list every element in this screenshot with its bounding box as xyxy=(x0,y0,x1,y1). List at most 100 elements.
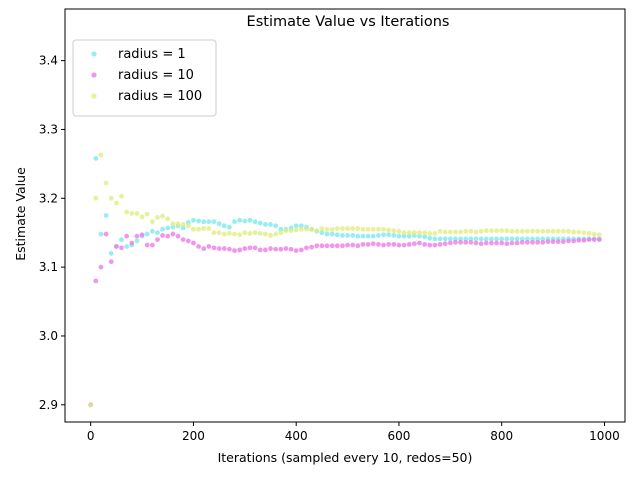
data-point-series-1 xyxy=(180,237,186,242)
data-point-series-2 xyxy=(319,226,325,231)
data-point-series-1 xyxy=(391,242,397,247)
data-point-series-2 xyxy=(170,221,176,227)
data-point-series-1 xyxy=(232,248,237,254)
y-axis-ticks: 2.9 3.0 3.1 3.2 3.3 3.4 xyxy=(39,54,65,412)
data-point-series-0 xyxy=(447,236,453,242)
data-point-series-2 xyxy=(134,211,140,216)
data-point-series-2 xyxy=(103,180,109,186)
data-point-series-0 xyxy=(453,236,458,242)
data-point-series-1 xyxy=(206,244,212,249)
data-point-series-2 xyxy=(273,231,279,237)
data-point-series-2 xyxy=(232,231,237,237)
x-tick-label: 400 xyxy=(285,429,308,443)
data-point-series-1 xyxy=(247,245,253,251)
data-point-series-1 xyxy=(273,246,279,252)
data-point-series-1 xyxy=(134,233,140,239)
data-point-series-1 xyxy=(499,240,505,246)
data-point-series-0 xyxy=(237,217,243,223)
data-point-series-2 xyxy=(98,152,104,158)
data-point-series-0 xyxy=(504,236,510,242)
data-point-series-0 xyxy=(108,250,114,256)
data-point-series-2 xyxy=(283,228,289,234)
data-point-series-2 xyxy=(340,226,345,231)
data-point-series-0 xyxy=(278,226,284,232)
data-point-series-2 xyxy=(288,228,294,234)
data-point-series-1 xyxy=(355,243,361,249)
data-point-series-1 xyxy=(458,239,463,245)
data-point-series-2 xyxy=(571,229,577,235)
data-point-series-2 xyxy=(591,231,597,237)
data-point-series-0 xyxy=(216,221,222,227)
data-point-series-2 xyxy=(375,226,381,232)
data-point-series-0 xyxy=(124,244,130,249)
data-point-series-0 xyxy=(293,223,299,229)
y-tick-label: 3.1 xyxy=(39,260,58,274)
data-point-series-0 xyxy=(334,232,340,238)
data-point-series-1 xyxy=(550,239,556,245)
data-point-series-2 xyxy=(196,226,201,232)
data-point-series-1 xyxy=(401,242,407,248)
data-point-series-0 xyxy=(519,236,525,242)
data-point-series-1 xyxy=(478,241,484,247)
data-point-series-0 xyxy=(345,233,350,238)
data-point-series-1 xyxy=(473,240,479,246)
data-point-series-1 xyxy=(350,242,356,248)
data-point-series-1 xyxy=(411,241,417,247)
data-point-series-2 xyxy=(581,230,587,236)
data-point-series-2 xyxy=(478,228,484,234)
data-point-series-1 xyxy=(406,242,412,247)
data-point-series-0 xyxy=(386,232,392,238)
data-point-series-1 xyxy=(447,240,453,246)
data-point-series-0 xyxy=(93,155,99,161)
data-point-series-1 xyxy=(221,246,227,251)
data-point-series-2 xyxy=(365,226,371,232)
data-point-series-2 xyxy=(129,211,135,216)
data-point-series-0 xyxy=(365,233,371,239)
data-point-series-0 xyxy=(252,219,258,225)
data-point-series-2 xyxy=(530,228,535,234)
data-point-series-1 xyxy=(149,242,155,248)
data-point-series-1 xyxy=(170,231,176,237)
data-point-series-2 xyxy=(88,402,94,408)
data-point-series-2 xyxy=(160,213,166,219)
data-point-series-2 xyxy=(216,230,222,236)
data-point-series-1 xyxy=(108,259,114,265)
legend-marker-radius-100 xyxy=(91,93,97,99)
data-point-series-1 xyxy=(293,248,299,254)
data-point-series-2 xyxy=(175,221,181,227)
data-point-series-1 xyxy=(396,242,402,248)
data-point-series-0 xyxy=(391,233,397,238)
data-point-series-1 xyxy=(98,264,104,270)
data-point-series-2 xyxy=(278,230,284,236)
data-point-series-1 xyxy=(365,242,371,247)
data-point-series-2 xyxy=(566,228,571,234)
data-point-series-1 xyxy=(165,233,171,239)
data-point-series-1 xyxy=(571,238,577,244)
data-point-series-2 xyxy=(540,228,546,234)
data-point-series-2 xyxy=(560,228,566,234)
data-point-series-2 xyxy=(411,230,417,236)
data-point-series-2 xyxy=(381,226,386,232)
data-point-series-1 xyxy=(283,246,289,251)
data-point-series-1 xyxy=(509,240,515,246)
data-point-series-0 xyxy=(494,236,499,242)
data-point-series-1 xyxy=(201,246,207,251)
data-point-series-2 xyxy=(458,229,463,235)
data-point-series-0 xyxy=(149,228,155,234)
data-point-series-2 xyxy=(545,228,551,234)
data-point-series-2 xyxy=(185,223,191,229)
data-point-series-2 xyxy=(586,231,592,236)
data-point-series-2 xyxy=(494,228,499,234)
data-point-series-0 xyxy=(375,233,381,238)
data-point-series-1 xyxy=(422,242,428,247)
data-point-series-1 xyxy=(360,242,366,247)
data-point-series-1 xyxy=(288,246,294,252)
data-point-series-1 xyxy=(417,240,422,246)
data-point-series-2 xyxy=(293,227,299,233)
data-point-series-2 xyxy=(427,231,433,236)
data-point-series-1 xyxy=(494,240,499,246)
data-point-series-2 xyxy=(360,226,366,232)
data-point-series-0 xyxy=(227,224,232,230)
chart-title: Estimate Value vs Iterations xyxy=(247,14,450,30)
data-point-series-0 xyxy=(180,225,186,231)
